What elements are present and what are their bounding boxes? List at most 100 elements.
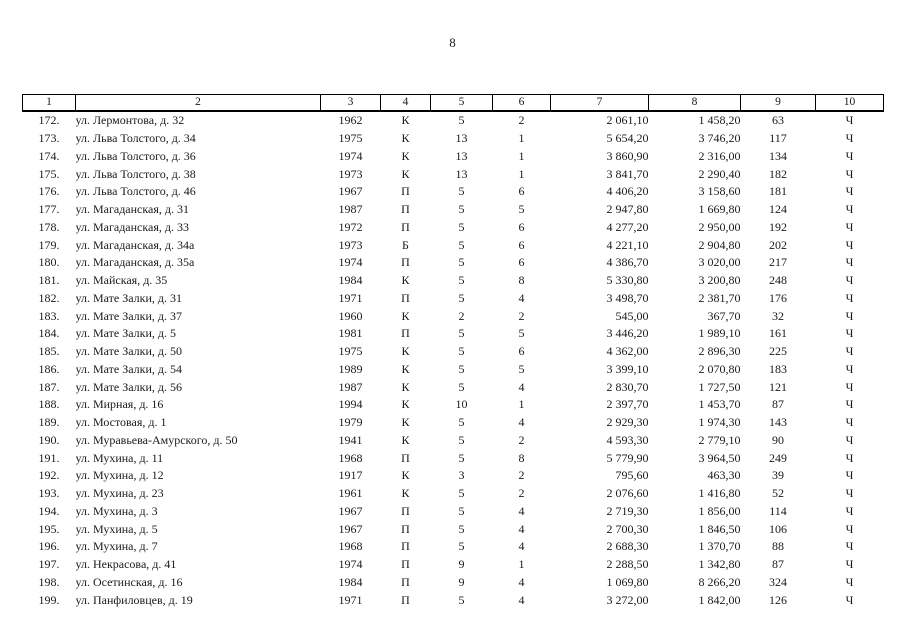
cell-col10: Ч [845,557,854,572]
cell-col5: 5 [458,432,465,447]
cell-col9: 217 [769,255,787,270]
cell-col5: 5 [458,503,465,518]
cell-row-number: 188. [38,397,60,412]
cell-col6: 6 [518,184,525,199]
cell-col4: П [401,326,410,341]
cell-col10: Ч [845,486,854,501]
cell-col9: 143 [769,415,787,430]
cell-col6: 4 [518,503,525,518]
table-row: 185. ул. Мате Залки, д. 50 1975 К 5 6 4 362,00… [23,343,884,361]
table-row: 173. ул. Льва Толстого, д. 34 1975 К 13 1 5 65… [23,130,884,148]
cell-col5: 3 [458,468,465,483]
cell-col5: 5 [458,592,465,607]
cell-address: ул. Льва Толстого, д. 36 [75,148,196,163]
cell-col7: 2 397,70 [606,397,649,412]
cell-col4: К [401,273,410,288]
cell-col6: 8 [518,450,525,465]
cell-col5: 10 [455,397,468,412]
cell-year: 1960 [338,308,363,323]
table-row: 174. ул. Льва Толстого, д. 36 1974 К 13 1 3 86… [23,148,884,166]
cell-col10: Ч [845,574,854,589]
cell-col4: К [401,361,410,376]
cell-address: ул. Мухина, д. 23 [75,486,164,501]
table-header-row: 1 2 3 4 5 6 7 8 9 10 [22,94,884,112]
cell-year: 1971 [338,592,363,607]
cell-col8: 1 974,30 [698,415,741,430]
cell-row-number: 173. [38,131,60,146]
cell-col10: Ч [845,202,854,217]
cell-col10: Ч [845,148,854,163]
column-header-10: 10 [815,94,884,112]
cell-col7: 2 288,50 [606,557,649,572]
cell-col4: П [401,503,410,518]
cell-col6: 4 [518,539,525,554]
column-header-2: 2 [75,94,321,112]
cell-col5: 5 [458,450,465,465]
cell-col8: 2 896,30 [698,344,741,359]
cell-address: ул. Льва Толстого, д. 38 [75,166,196,181]
cell-col9: 192 [769,219,787,234]
cell-row-number: 199. [38,592,60,607]
cell-year: 1917 [338,468,363,483]
cell-col8: 8 266,20 [698,574,741,589]
column-header-3: 3 [320,94,381,112]
cell-col6: 2 [518,432,525,447]
cell-address: ул. Мирная, д. 16 [75,397,164,412]
cell-col6: 2 [518,486,525,501]
cell-col8: 463,30 [707,468,741,483]
table-row: 177. ул. Магаданская, д. 31 1987 П 5 5 2 947,8… [23,201,884,219]
cell-col10: Ч [845,166,854,181]
table-row: 172. ул. Лермонтова, д. 32 1962 К 5 2 2 061,10… [23,111,884,130]
cell-col9: 87 [772,557,784,572]
cell-col4: К [401,379,410,394]
cell-col4: К [401,113,410,128]
cell-year: 1972 [338,219,363,234]
cell-col8: 3 964,50 [698,450,741,465]
cell-col5: 5 [458,486,465,501]
table-row: 181. ул. Майская, д. 35 1984 К 5 8 5 330,80 3 2… [23,272,884,290]
cell-col7: 2 719,30 [606,503,649,518]
cell-col4: К [401,415,410,430]
cell-col10: Ч [845,379,854,394]
cell-address: ул. Льва Толстого, д. 46 [75,184,196,199]
cell-year: 1974 [338,557,363,572]
table-row: 175. ул. Льва Толстого, д. 38 1973 К 13 1 3 84… [23,165,884,183]
cell-col4: П [401,557,410,572]
cell-address: ул. Мате Залки, д. 50 [75,344,183,359]
cell-col4: П [401,521,410,536]
cell-row-number: 196. [38,539,60,554]
cell-col9: 121 [769,379,787,394]
table-body: 172. ул. Лермонтова, д. 32 1962 К 5 2 2 061,10… [23,111,884,609]
table-row: 186. ул. Мате Залки, д. 54 1989 К 5 5 3 399,10… [23,361,884,379]
cell-address: ул. Некрасова, д. 41 [75,557,177,572]
cell-col7: 5 779,90 [606,450,649,465]
table-row: 190. ул. Муравьева-Амурского, д. 50 1941 К 5… [23,432,884,450]
cell-col10: Ч [845,290,854,305]
cell-year: 1979 [338,415,363,430]
table-row: 178. ул. Магаданская, д. 33 1972 П 5 6 4 277,2… [23,219,884,237]
cell-row-number: 190. [38,432,60,447]
cell-col7: 4 593,30 [606,432,649,447]
cell-col5: 5 [458,290,465,305]
cell-col4: П [401,219,410,234]
cell-col8: 2 070,80 [698,361,741,376]
cell-col6: 4 [518,574,525,589]
cell-col10: Ч [845,432,854,447]
cell-col9: 88 [772,539,784,554]
cell-col9: 225 [769,344,787,359]
cell-col10: Ч [845,131,854,146]
cell-col8: 1 856,00 [698,503,741,518]
cell-col9: 39 [772,468,784,483]
cell-col8: 1 458,20 [698,113,741,128]
column-header-5: 5 [430,94,493,112]
cell-col5: 5 [458,539,465,554]
cell-col10: Ч [845,468,854,483]
cell-col10: Ч [845,237,854,252]
cell-row-number: 184. [38,326,60,341]
cell-col10: Ч [845,344,854,359]
cell-col7: 3 399,10 [606,361,649,376]
cell-col5: 5 [458,361,465,376]
cell-col4: Б [402,237,409,252]
cell-col6: 4 [518,415,525,430]
cell-col5: 5 [458,219,465,234]
